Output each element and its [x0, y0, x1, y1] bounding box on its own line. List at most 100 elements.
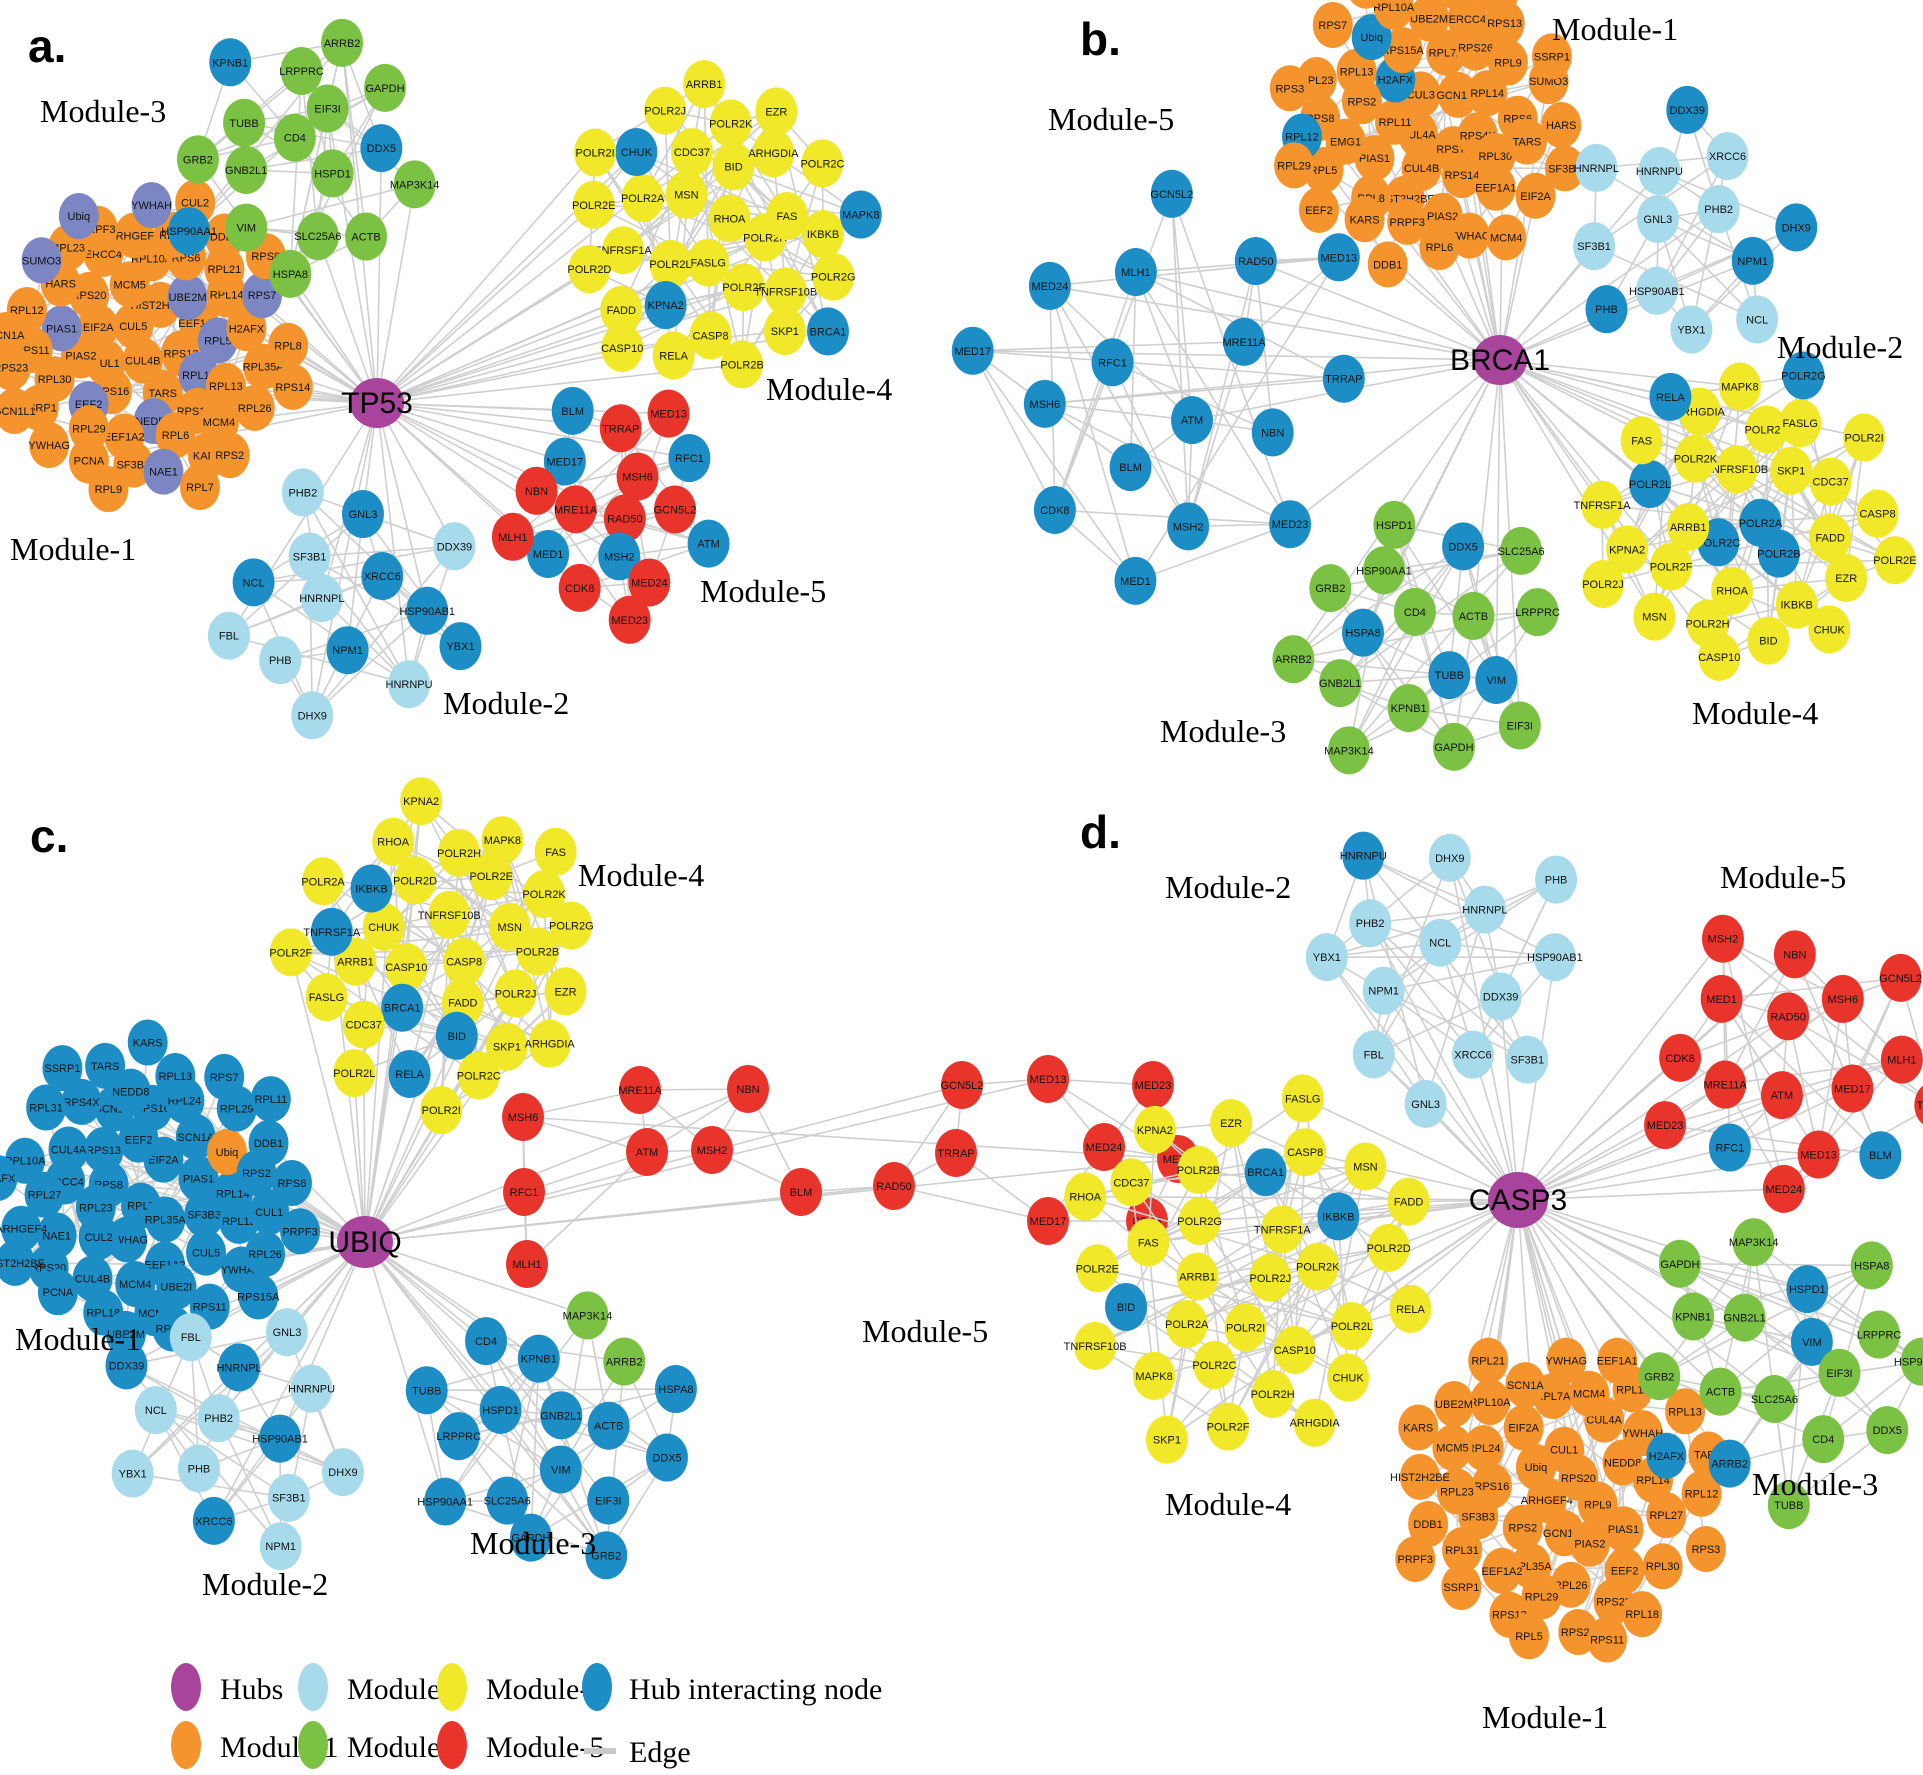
hub-edge	[311, 402, 378, 716]
gene-node-circle	[1638, 1352, 1681, 1401]
gene-node-IKBKB: IKBKB	[350, 864, 393, 913]
hub-circle	[337, 1216, 393, 1268]
gene-node-NCL: NCL	[134, 1385, 177, 1434]
gene-node-circle	[539, 1445, 582, 1494]
gene-node-circle	[1110, 1158, 1153, 1207]
gene-node-circle	[1436, 1468, 1477, 1515]
gene-node-circle	[1486, 214, 1527, 261]
gene-node-PHB2: PHB2	[197, 1394, 240, 1443]
gene-node-POLR2A: POLR2A	[1165, 1300, 1209, 1349]
gene-node-circle	[494, 969, 537, 1018]
gene-node-circle	[1076, 1244, 1119, 1293]
gene-node-circle	[1351, 14, 1392, 61]
hub-edge	[1302, 1097, 1519, 1201]
gene-node-circle	[951, 326, 994, 375]
gene-node-circle	[941, 1061, 983, 1109]
gene-node-circle	[554, 485, 597, 534]
gene-node-circle	[326, 626, 369, 675]
gene-node-GNL3: GNL3	[265, 1308, 308, 1357]
gene-node-circle	[207, 611, 250, 660]
gene-node-NPM1: NPM1	[326, 626, 369, 675]
gene-node-HSP90AA1: HSP90AA1	[417, 1477, 473, 1526]
edge	[1679, 1262, 1808, 1290]
gene-node-circle	[362, 902, 405, 951]
gene-node-circle	[550, 901, 593, 950]
gene-node-circle	[321, 18, 364, 67]
gene-node-CDC37: CDC37	[1809, 457, 1852, 506]
gene-node-circle	[626, 1128, 668, 1176]
gene-node-circle	[381, 983, 424, 1032]
hub-edge	[1517, 1199, 1808, 1290]
gene-node-CDK8: CDK8	[1033, 485, 1076, 534]
gene-node-circle	[192, 1496, 235, 1545]
gene-node-BID: BID	[1747, 616, 1790, 665]
edge	[1721, 998, 1881, 1156]
gene-node-circle	[1176, 1252, 1219, 1301]
gene-node-circle	[503, 1168, 545, 1216]
gene-node-circle	[1708, 1439, 1751, 1488]
gene-node-EZR: EZR	[544, 967, 587, 1016]
gene-node-circle	[1327, 726, 1370, 775]
gene-node-KARS: KARS	[1344, 196, 1385, 243]
edge	[1658, 1264, 1873, 1377]
legend-swatch-m4	[437, 1663, 467, 1711]
edge	[512, 412, 670, 538]
gene-node-circle	[1234, 237, 1277, 286]
gene-node-circle	[288, 532, 331, 581]
gene-node-HSPA8: HSPA8	[1341, 608, 1384, 657]
gene-node-circle	[691, 1126, 733, 1174]
hub-edge	[1186, 1199, 1519, 1325]
hub-label: CASP3	[1469, 1184, 1567, 1217]
edge	[1049, 285, 1137, 582]
gene-node-circle	[1319, 659, 1362, 708]
gene-node-circle	[1633, 592, 1676, 641]
gene-node-circle	[1114, 556, 1157, 605]
edge	[1664, 998, 1844, 1126]
module-label: Module-5	[1048, 101, 1174, 137]
gene-node-DDX5: DDX5	[1866, 1406, 1909, 1455]
gene-node-circle	[58, 192, 99, 239]
gene-node-circle	[652, 331, 695, 380]
gene-node-circle	[1428, 651, 1471, 700]
gene-node-circle	[88, 466, 129, 513]
gene-node-POLR2F: POLR2F	[1207, 1402, 1250, 1451]
gene-node-circle	[1723, 1293, 1766, 1342]
gene-node-CUL4A: CUL4A	[48, 1126, 89, 1173]
gene-node-POLR2J: POLR2J	[494, 969, 537, 1018]
gene-node-KPNA2: KPNA2	[644, 281, 687, 330]
panel-d: ARHGEF4RPS20GCN1L1UbiqRPL9RPS2CUL1PIAS2R…	[1064, 806, 1923, 1735]
gene-node-circle	[1373, 0, 1414, 30]
gene-node-RFC1: RFC1	[1708, 1123, 1751, 1172]
hub-edge	[1517, 1188, 1784, 1201]
gene-node-TNFRSF1A: TNFRSF1A	[1574, 480, 1631, 529]
hub-edge	[364, 1035, 458, 1243]
gene-node-circle	[1622, 1591, 1663, 1638]
gene-node-RAD50: RAD50	[1767, 992, 1810, 1041]
edge	[1187, 260, 1257, 527]
edge	[1369, 922, 1528, 1061]
edge	[1657, 218, 1758, 321]
gene-node-circle	[1597, 1337, 1638, 1384]
gene-node-GNB2L1: GNB2L1	[1723, 1293, 1766, 1342]
gene-node-CUL5: CUL5	[186, 1229, 227, 1276]
gene-node-circle	[1569, 1520, 1610, 1567]
gene-node-ARHGDIA: ARHGDIA	[1290, 1398, 1340, 1447]
gene-node-KPNB1: KPNB1	[209, 38, 252, 87]
hub-label: TP53	[341, 387, 413, 420]
gene-node-circle	[1521, 1573, 1562, 1620]
gene-node-FADD: FADD	[1387, 1177, 1430, 1226]
gene-node-CASP10: CASP10	[1698, 632, 1740, 681]
gene-node-circle	[481, 816, 524, 865]
gene-node-ACTB: ACTB	[1452, 591, 1495, 640]
gene-node-circle	[935, 1129, 977, 1177]
gene-node-ARRB1: ARRB1	[683, 60, 726, 109]
hub-edge	[290, 952, 366, 1243]
gene-node-circle	[1674, 434, 1717, 483]
hub-edge	[289, 273, 378, 404]
gene-node-circle	[271, 1159, 312, 1206]
gene-node-POLR2A: POLR2A	[301, 857, 345, 906]
gene-node-SUMO3: SUMO3	[21, 237, 62, 284]
gene-node-circle	[1362, 966, 1405, 1015]
edge	[279, 1388, 313, 1547]
edge	[1393, 524, 1455, 747]
